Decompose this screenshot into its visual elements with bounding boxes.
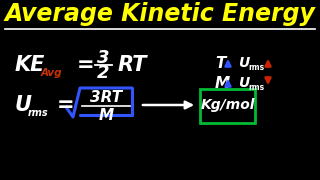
Text: M: M (215, 75, 230, 91)
Text: M: M (99, 109, 114, 123)
Bar (200, 89, 255, 123)
Text: =: = (57, 95, 75, 115)
Text: Avg: Avg (41, 68, 62, 78)
Text: rms: rms (28, 108, 49, 118)
Text: T: T (215, 55, 225, 71)
Text: rms: rms (248, 84, 264, 93)
Text: U: U (15, 95, 32, 115)
Text: 3RT: 3RT (90, 89, 122, 105)
Text: KE: KE (15, 55, 45, 75)
Text: Kg/mol: Kg/mol (200, 98, 255, 112)
Text: 2: 2 (97, 64, 109, 82)
Text: =: = (77, 55, 95, 75)
Text: RT: RT (118, 55, 148, 75)
Text: rms: rms (248, 64, 264, 73)
Text: U: U (238, 56, 249, 70)
Text: 3: 3 (97, 49, 109, 67)
Text: U: U (238, 76, 249, 90)
Text: Average Kinetic Energy: Average Kinetic Energy (4, 2, 316, 26)
